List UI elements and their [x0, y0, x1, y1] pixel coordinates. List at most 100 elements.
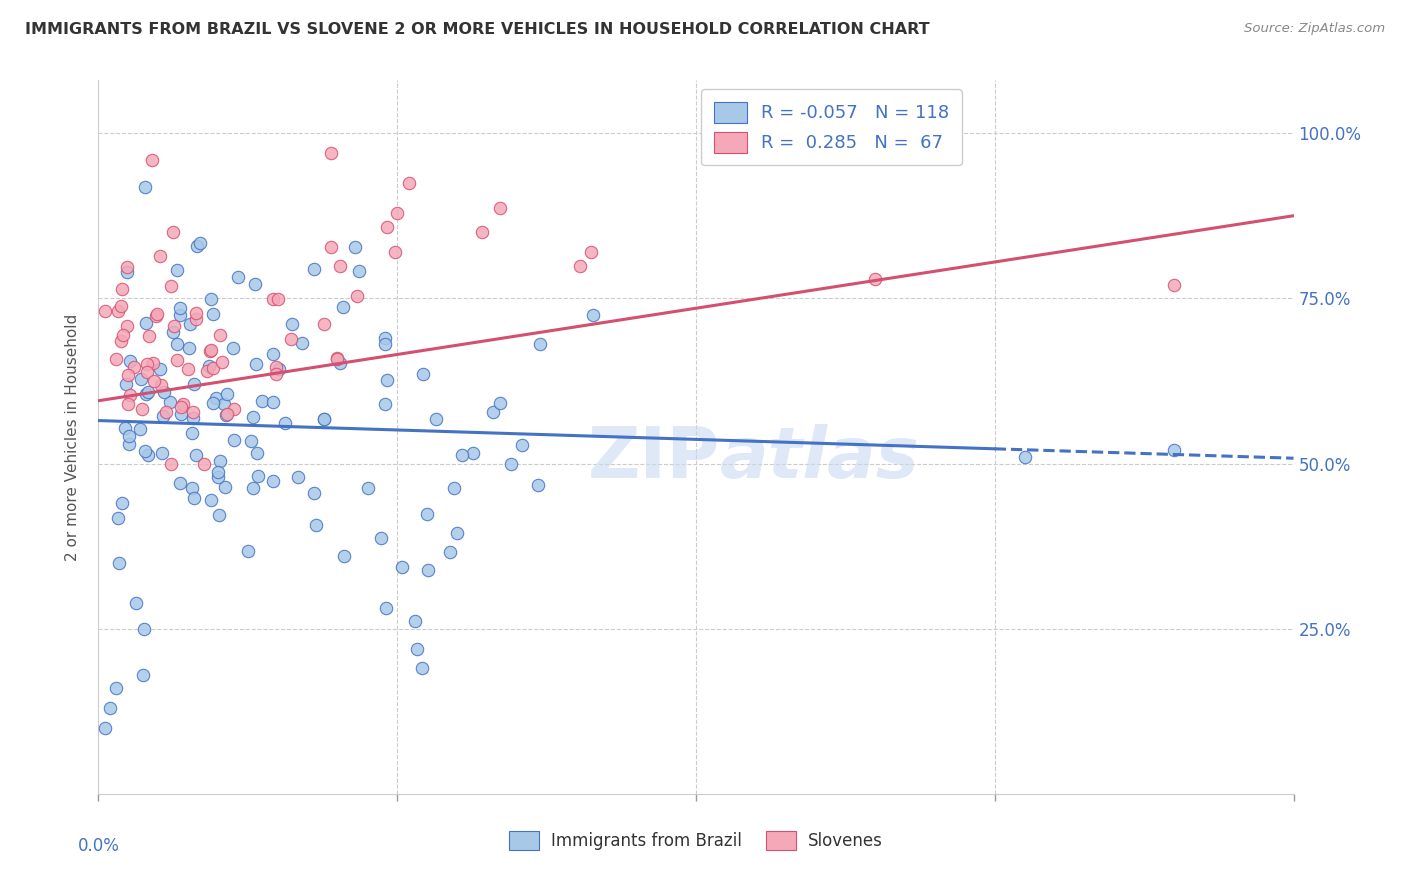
Point	[131, 371, 153, 385]
Point	[374, 331, 396, 345]
Point	[446, 525, 468, 540]
Point	[374, 601, 396, 615]
Point	[287, 470, 309, 484]
Point	[865, 271, 887, 285]
Point	[238, 544, 260, 558]
Point	[489, 396, 512, 410]
Point	[302, 486, 325, 500]
Point	[118, 388, 141, 402]
Point	[212, 397, 235, 411]
Point	[118, 354, 141, 368]
Point	[222, 341, 245, 355]
Point	[208, 454, 231, 468]
Point	[118, 437, 141, 451]
Point	[374, 336, 396, 351]
Point	[425, 411, 447, 425]
Text: 0.0%: 0.0%	[77, 837, 120, 855]
Point	[463, 446, 485, 460]
Point	[245, 357, 267, 371]
Point	[105, 351, 128, 366]
Point	[217, 387, 239, 401]
Point	[273, 417, 295, 431]
Point	[179, 341, 201, 355]
Point	[94, 304, 117, 318]
Point	[107, 304, 129, 318]
Point	[214, 479, 236, 493]
Point	[181, 425, 204, 440]
Point	[200, 293, 222, 307]
Point	[200, 493, 222, 508]
Point	[312, 412, 335, 426]
Point	[529, 337, 551, 351]
Point	[201, 306, 224, 320]
Point	[266, 292, 288, 306]
Point	[404, 615, 426, 629]
Point	[155, 405, 177, 419]
Point	[489, 201, 512, 215]
Point	[267, 361, 290, 376]
Point	[482, 405, 505, 419]
Point	[582, 308, 605, 322]
Point	[162, 326, 184, 340]
Text: IMMIGRANTS FROM BRAZIL VS SLOVENE 2 OR MORE VEHICLES IN HOUSEHOLD CORRELATION CH: IMMIGRANTS FROM BRAZIL VS SLOVENE 2 OR M…	[25, 22, 929, 37]
Point	[246, 469, 269, 483]
Point	[302, 262, 325, 277]
Point	[117, 397, 139, 411]
Point	[169, 475, 191, 490]
Point	[131, 402, 153, 417]
Point	[107, 556, 129, 570]
Point	[134, 444, 156, 458]
Point	[314, 411, 336, 425]
Point	[202, 396, 225, 410]
Point	[501, 457, 523, 471]
Point	[250, 393, 273, 408]
Point	[243, 277, 266, 291]
Point	[98, 701, 121, 715]
Point	[181, 411, 204, 425]
Point	[136, 365, 159, 379]
Text: ZIP: ZIP	[588, 424, 720, 493]
Point	[375, 373, 398, 387]
Point	[172, 397, 194, 411]
Point	[405, 641, 427, 656]
Point	[398, 176, 420, 190]
Point	[117, 429, 139, 443]
Point	[374, 397, 396, 411]
Point	[329, 356, 352, 370]
Point	[205, 391, 228, 405]
Point	[149, 378, 172, 392]
Point	[215, 408, 238, 422]
Point	[200, 343, 222, 357]
Point	[180, 481, 202, 495]
Point	[152, 446, 174, 460]
Point	[264, 368, 287, 382]
Point	[169, 301, 191, 315]
Point	[197, 364, 219, 378]
Point	[142, 356, 165, 370]
Point	[184, 448, 207, 462]
Point	[226, 269, 249, 284]
Point	[211, 355, 233, 369]
Point	[169, 308, 191, 322]
Point	[262, 347, 284, 361]
Point	[159, 395, 181, 409]
Point	[356, 482, 378, 496]
Point	[326, 351, 349, 365]
Point	[343, 240, 366, 254]
Point	[280, 332, 302, 346]
Point	[224, 433, 246, 447]
Point	[242, 481, 264, 495]
Text: Source: ZipAtlas.com: Source: ZipAtlas.com	[1244, 22, 1385, 36]
Point	[200, 344, 222, 359]
Point	[117, 368, 139, 382]
Point	[391, 559, 413, 574]
Point	[166, 352, 188, 367]
Point	[263, 475, 285, 489]
Point	[329, 259, 352, 273]
Point	[262, 292, 284, 306]
Point	[135, 386, 157, 401]
Point	[107, 511, 129, 525]
Point	[1163, 443, 1185, 458]
Point	[198, 359, 221, 374]
Point	[375, 219, 398, 234]
